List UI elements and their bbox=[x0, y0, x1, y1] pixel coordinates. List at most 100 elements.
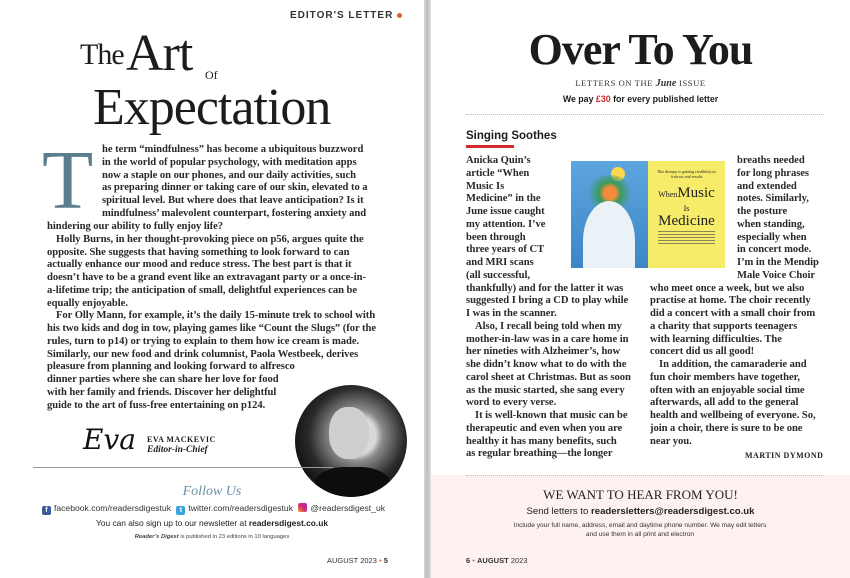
folio-sep: • bbox=[472, 556, 475, 565]
pay-post: for every published letter bbox=[613, 94, 719, 104]
editions-line: Reader’s Digest is published in 23 editi… bbox=[0, 533, 424, 541]
title-expectation: Expectation bbox=[93, 79, 331, 136]
title-art: Art bbox=[126, 25, 193, 82]
text-line: breaths needed bbox=[737, 155, 805, 166]
text-line: mindfulness’ malevolent counterpart, fos… bbox=[102, 207, 367, 219]
folio-year: 2023 bbox=[510, 556, 528, 565]
text-line: when standing, bbox=[737, 218, 805, 230]
text-line: It is well-known that music can be bbox=[475, 410, 628, 421]
subtitle-pre: LETTERS ON THE bbox=[575, 78, 653, 88]
text-line: a-lifetime trip; the anticipation of sma… bbox=[47, 284, 357, 296]
text-line: rules, turn to p14) or trying to explain… bbox=[47, 335, 360, 347]
text-line: dinner parties where she can share her l… bbox=[47, 374, 279, 385]
text-line: word to every verse. bbox=[466, 397, 557, 409]
title-the: The bbox=[80, 38, 125, 71]
image-title-is: Is bbox=[683, 204, 690, 213]
text-line: often with an enjoyable social time bbox=[650, 384, 805, 396]
editions-text: is published in 23 editions in 10 langua… bbox=[180, 534, 290, 540]
text-line: now a staple on our phones, and our dail… bbox=[102, 169, 356, 181]
text-line: spiritual level. But where does that lea… bbox=[102, 195, 364, 206]
text-line: as the music started, she sang every bbox=[466, 384, 625, 396]
image-title-when: When bbox=[658, 190, 678, 199]
newsletter-link[interactable]: readersdigest.co.uk bbox=[248, 518, 328, 528]
image-body-text bbox=[658, 231, 715, 245]
folio-month: AUGUST bbox=[477, 556, 509, 565]
follow-us-heading: Follow Us bbox=[182, 484, 242, 499]
page-gutter bbox=[424, 0, 431, 578]
section-label: EDITOR'S LETTER bbox=[290, 10, 403, 22]
text-line: healthy it has many benefits, such bbox=[466, 435, 617, 447]
instagram-link[interactable]: @readersdigest_uk bbox=[310, 503, 386, 513]
illustration-panel bbox=[571, 161, 648, 268]
letter-headline: Singing Soothes bbox=[466, 130, 557, 142]
text-line: and MRI scans bbox=[466, 257, 534, 268]
article-title-panel: This therapy is gaining credibility as i… bbox=[648, 161, 725, 268]
instagram-icon bbox=[298, 503, 308, 512]
image-tagline: This therapy is gaining credibility as i… bbox=[657, 169, 716, 179]
subtitle-post: ISSUE bbox=[679, 78, 706, 88]
text-line: she didn’t know what to do with the bbox=[466, 359, 627, 370]
text-line: Similarly, our new food and drink column… bbox=[47, 348, 359, 360]
editor-photo bbox=[295, 385, 407, 497]
text-line: In addition, the camaraderie and bbox=[659, 359, 807, 370]
pay-amount: £30 bbox=[595, 94, 611, 104]
callout-heading: WE WANT TO HEAR FROM YOU! bbox=[543, 487, 738, 502]
editor-signature: Eva bbox=[83, 423, 136, 456]
text-line: equally enjoyable. bbox=[47, 297, 128, 309]
editor-role: Editor-in-Chief bbox=[147, 445, 208, 455]
image-title: WhenMusic Is Medicine bbox=[648, 185, 725, 229]
image-title-medicine: Medicine bbox=[658, 213, 715, 229]
text-line: Male Voice Choir bbox=[737, 269, 816, 281]
text-line: Music Is bbox=[466, 180, 505, 192]
send-pre: Send letters to bbox=[526, 506, 589, 517]
text-line: carol sheet at Christmas. But as soon bbox=[466, 371, 631, 383]
text-line: I was in the scanner. bbox=[466, 308, 557, 319]
text-line: three years of CT bbox=[466, 244, 545, 256]
folio-page-number: 6 bbox=[466, 556, 471, 565]
text-line: June issue caught bbox=[466, 206, 545, 217]
text-line: (all successful, bbox=[466, 269, 530, 281]
text-line: the posture bbox=[737, 206, 788, 217]
text-line: doesn’t have to be a grand event like an… bbox=[47, 272, 366, 283]
text-line: pleasure from planning and looking forwa… bbox=[47, 361, 295, 373]
folio-page-number: 5 bbox=[383, 556, 388, 565]
text-line: Also, I recall being told when my bbox=[475, 320, 622, 332]
text-line: as regular breathing—the longer bbox=[466, 448, 613, 460]
text-line: Anicka Quin’s bbox=[466, 155, 531, 166]
newsletter-text: You can also sign up to our newsletter a… bbox=[95, 518, 247, 528]
callout-box bbox=[431, 475, 850, 578]
letter-column-1: Anicka Quin’s article “When Music Is Medici… bbox=[466, 155, 631, 461]
callout-send-line: Send letters to readersletters@readersdi… bbox=[431, 506, 850, 518]
text-line: notes. Similarly, bbox=[737, 193, 809, 205]
facebook-link[interactable]: facebook.com/readersdigestuk bbox=[53, 503, 171, 513]
instructions-line-1: Include your full name, address, email a… bbox=[513, 522, 767, 529]
callout-instructions: Include your full name, address, email a… bbox=[490, 521, 790, 539]
text-line: especially when bbox=[737, 231, 807, 243]
divider bbox=[33, 467, 333, 468]
twitter-icon: t bbox=[176, 506, 186, 515]
text-line: a charity that supports teenagers bbox=[650, 320, 798, 332]
drop-cap: T bbox=[42, 134, 94, 227]
text-line: fun choir members have together, bbox=[650, 371, 800, 383]
email-link[interactable]: readersletters@readersdigest.co.uk bbox=[591, 506, 755, 517]
pay-pre: We pay bbox=[562, 94, 594, 104]
dotted-divider bbox=[466, 114, 824, 115]
editor-name: EVA MACKEVIC bbox=[147, 435, 216, 444]
text-line: and extended bbox=[737, 180, 797, 192]
text-line: in the world of popular psychology, with… bbox=[102, 156, 357, 168]
text-line: in concert mode. bbox=[737, 244, 812, 256]
bullet-dot-icon bbox=[397, 12, 403, 18]
folio-sep: • bbox=[378, 556, 382, 565]
letter-signature: MARTIN DYMOND bbox=[745, 451, 824, 460]
twitter-link[interactable]: twitter.com/readersdigestuk bbox=[188, 503, 293, 513]
text-line: health and wellbeing of everyone. So, bbox=[650, 410, 816, 421]
text-line: concert did us all good! bbox=[650, 346, 755, 358]
text-line: I’m in the Mendip bbox=[737, 257, 819, 268]
editorial-body: hindering our ability to fully enjoy lif… bbox=[47, 221, 376, 412]
text-line: with her family and friends. Discover he… bbox=[47, 386, 277, 398]
instructions-line-2: and use them in all print and electron bbox=[585, 531, 695, 538]
letter-column-2-bottom: who meet once a week, but we also practis… bbox=[650, 283, 816, 449]
folio-left: AUGUST 2023 • 5 bbox=[327, 556, 388, 566]
image-title-music: Music bbox=[677, 185, 715, 201]
text-line: suggested I bring a CD to play while bbox=[466, 295, 629, 307]
